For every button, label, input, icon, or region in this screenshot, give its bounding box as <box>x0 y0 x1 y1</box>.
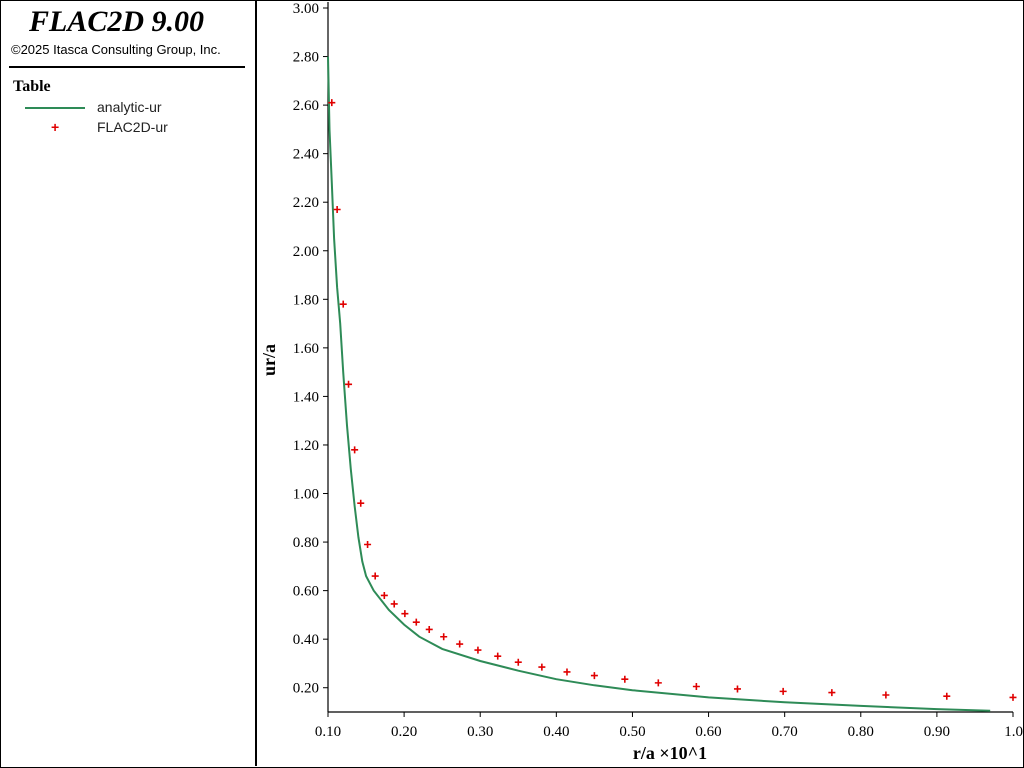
data-point-flac2d-ur <box>538 663 546 671</box>
data-point-flac2d-ur <box>357 499 365 507</box>
data-point-flac2d-ur <box>474 646 482 654</box>
data-point-flac2d-ur <box>364 540 372 548</box>
data-point-flac2d-ur <box>339 300 347 308</box>
plus-marker-icon: + <box>51 119 60 135</box>
x-tick-label: 0.40 <box>543 724 569 740</box>
data-point-flac2d-ur <box>425 625 433 633</box>
y-tick-label: 1.20 <box>293 438 319 454</box>
y-tick-label: 0.40 <box>293 632 319 648</box>
y-tick-label: 0.80 <box>293 535 319 551</box>
data-point-flac2d-ur <box>1009 693 1017 701</box>
sidebar-divider <box>9 66 245 68</box>
axes: 0.20 0.40 0.60 0.80 1.00 1.20 1.40 1.60 1.80 2.00… <box>293 1 1023 740</box>
copyright-text: ©2025 Itasca Consulting Group, Inc. <box>11 42 221 57</box>
legend-item-flac2d-ur[interactable]: + FLAC2D-ur <box>21 119 241 137</box>
x-tick-label: 0.10 <box>315 724 341 740</box>
y-tick-label: 1.60 <box>293 341 319 357</box>
data-point-flac2d-ur <box>514 658 522 666</box>
legend-title: Table <box>13 78 51 95</box>
y-tick-label: 2.60 <box>293 98 319 114</box>
data-point-flac2d-ur <box>828 689 836 697</box>
y-tick-label: 1.40 <box>293 389 319 405</box>
legend-label: analytic-ur <box>97 99 162 115</box>
sidebar-panel: FLAC2D 9.00 ©2025 Itasca Consulting Grou… <box>1 1 257 766</box>
data-point-flac2d-ur <box>456 640 464 648</box>
data-point-flac2d-ur <box>371 572 379 580</box>
data-point-flac2d-ur <box>412 618 420 626</box>
data-point-flac2d-ur <box>401 610 409 618</box>
data-point-flac2d-ur <box>333 205 341 213</box>
x-tick-label: 0.30 <box>467 724 493 740</box>
data-point-flac2d-ur <box>345 380 353 388</box>
y-tick-label: 2.00 <box>293 244 319 260</box>
data-point-flac2d-ur <box>882 691 890 699</box>
x-tick-label: 0.80 <box>848 724 874 740</box>
y-tick-label: 3.00 <box>293 1 319 17</box>
data-point-flac2d-ur <box>494 652 502 660</box>
y-tick-label: 2.40 <box>293 147 319 163</box>
data-point-flac2d-ur <box>621 675 629 683</box>
y-tick-label: 2.20 <box>293 195 319 211</box>
legend-item-analytic-ur[interactable]: analytic-ur <box>21 99 241 117</box>
y-tick-label: 2.80 <box>293 50 319 66</box>
data-point-flac2d-ur <box>590 672 598 680</box>
data-point-flac2d-ur <box>390 600 398 608</box>
y-tick-label: 1.80 <box>293 292 319 308</box>
data-point-flac2d-ur <box>563 668 571 676</box>
data-point-flac2d-ur <box>328 99 336 107</box>
legend-label: FLAC2D-ur <box>97 119 168 135</box>
y-tick-label: 0.60 <box>293 584 319 600</box>
x-tick-label: 0.90 <box>924 724 950 740</box>
app-title: FLAC2D 9.00 <box>29 5 205 38</box>
x-tick-label: 1.0 <box>1004 724 1023 740</box>
x-axis-label: r/a ×10^1 <box>633 743 707 763</box>
y-tick-label: 0.20 <box>293 681 319 697</box>
x-tick-label: 0.70 <box>772 724 798 740</box>
data-point-flac2d-ur <box>692 683 700 691</box>
data-point-flac2d-ur <box>779 687 787 695</box>
series-layer <box>327 56 1017 712</box>
x-tick-label: 0.50 <box>619 724 645 740</box>
data-point-flac2d-ur <box>733 685 741 693</box>
x-tick-label: 0.20 <box>391 724 417 740</box>
x-tick-label: 0.60 <box>695 724 721 740</box>
data-point-flac2d-ur <box>440 633 448 641</box>
data-point-flac2d-ur <box>380 591 388 599</box>
data-point-flac2d-ur <box>351 446 359 454</box>
y-axis-label: ur/a <box>259 344 279 376</box>
y-tick-label: 1.00 <box>293 487 319 503</box>
data-point-flac2d-ur <box>654 679 662 687</box>
line-swatch-icon <box>25 107 85 109</box>
series-line-analytic-ur <box>327 56 991 712</box>
data-point-flac2d-ur <box>943 692 951 700</box>
